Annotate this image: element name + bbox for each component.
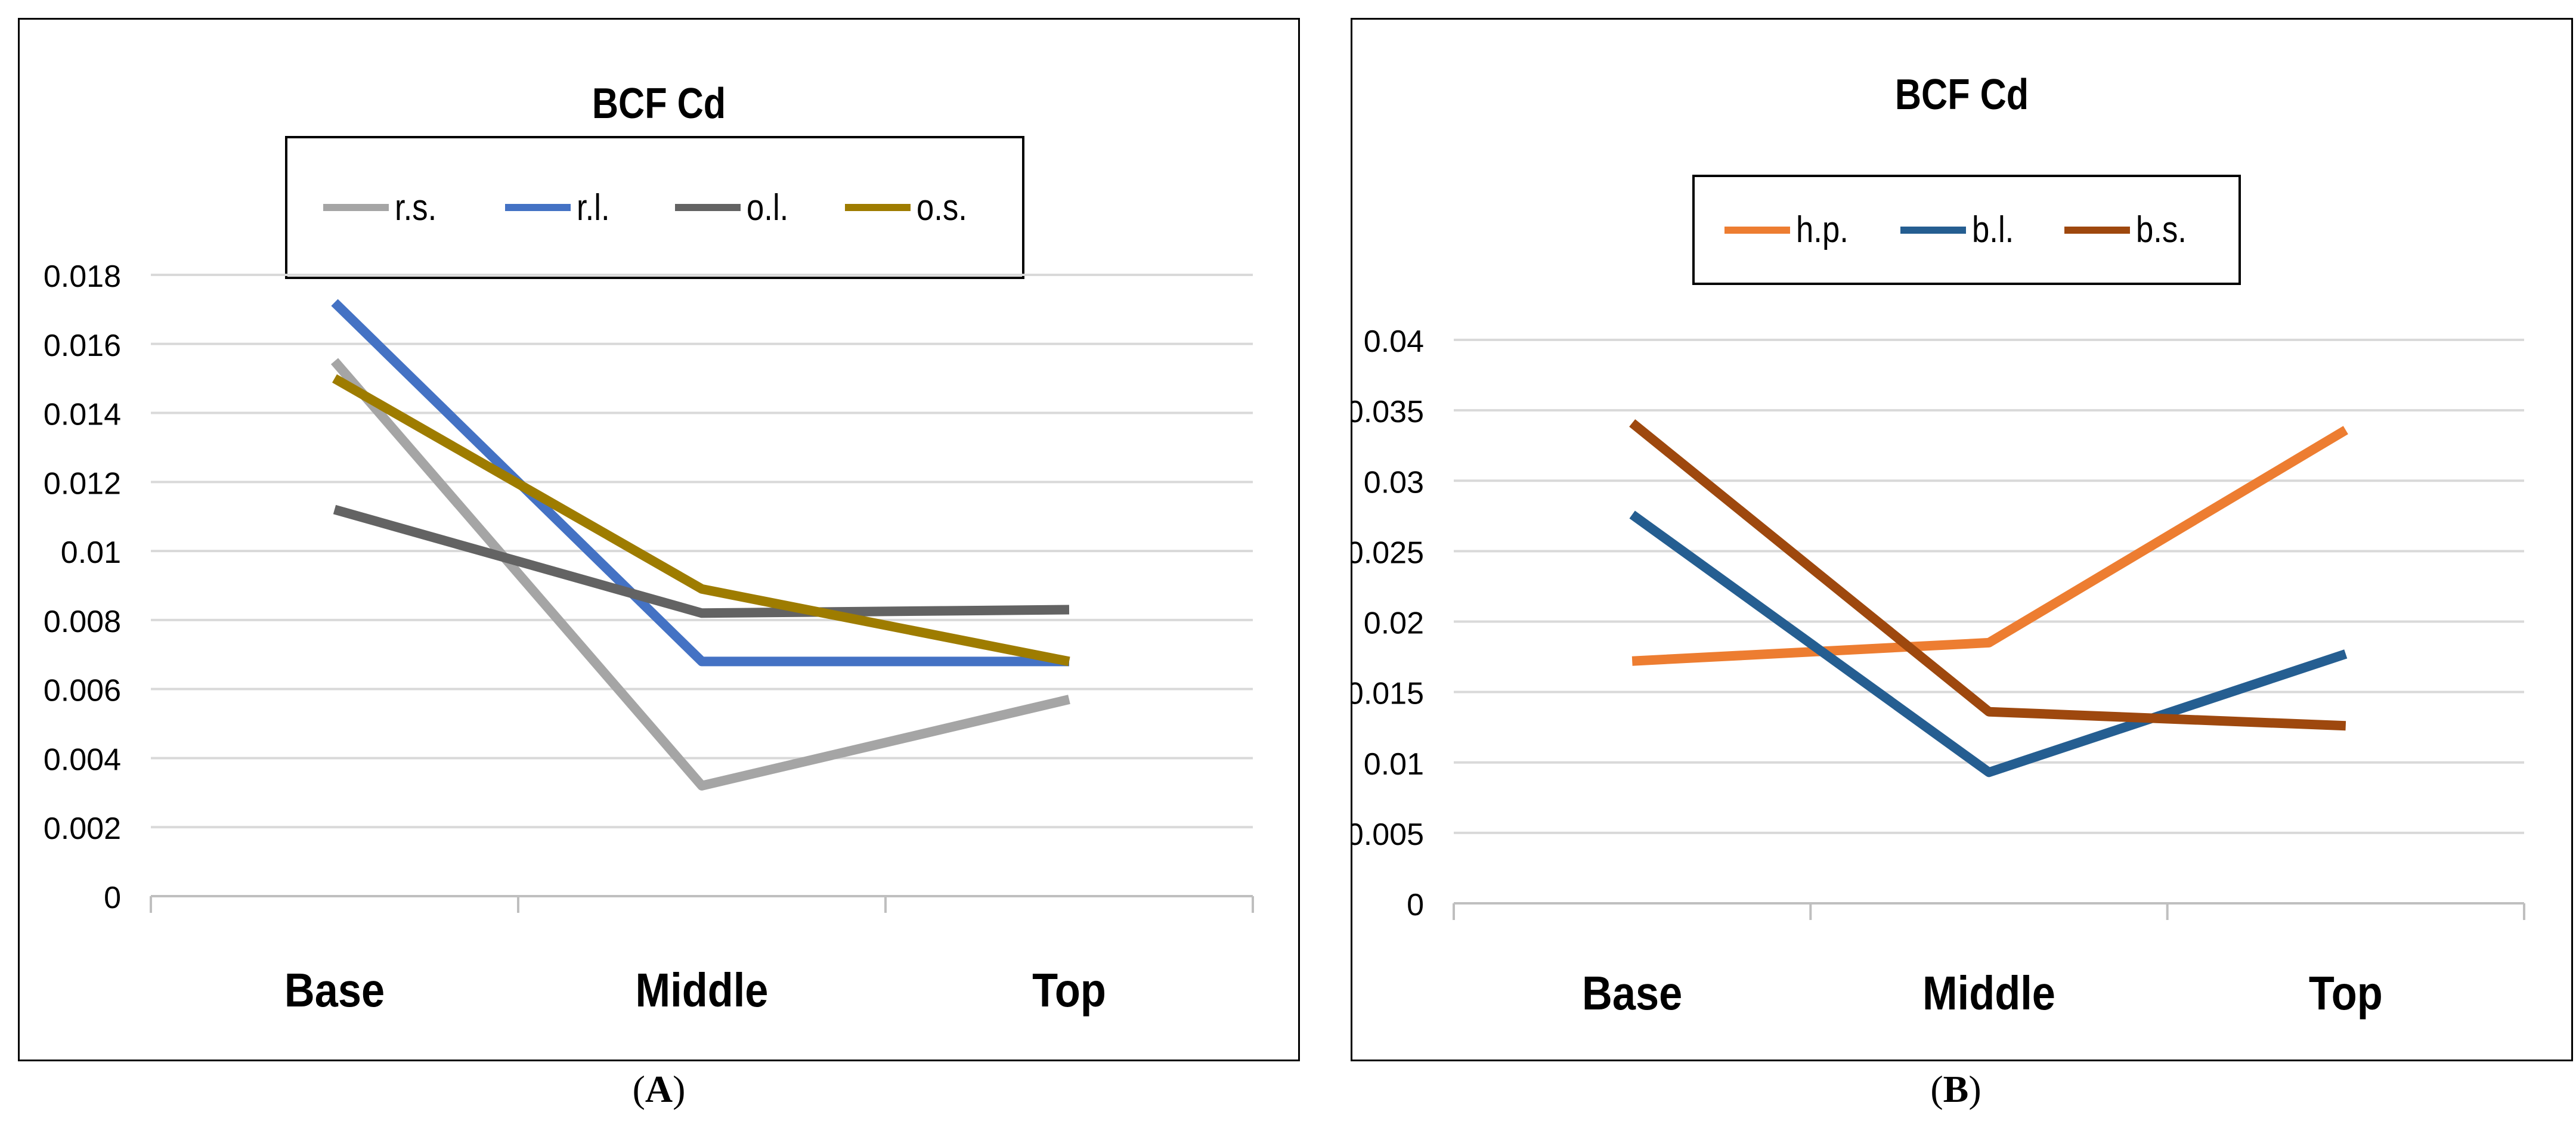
series-line [1629,510,2348,778]
x-category-label: Top [1032,964,1106,1017]
legend-item: r.l. [505,138,615,277]
legend-item: b.l. [1900,177,2021,283]
y-tick-label: 0.01 [61,535,121,570]
y-tick-label: 0.016 [44,329,121,363]
chart-legend: r.s. r.l. o.l. o.s. [285,136,1024,279]
legend-label: r.l. [577,187,610,228]
legend-item: b.s. [2064,177,2196,283]
legend-item: o.s. [845,138,976,277]
y-tick-label: 0.025 [1352,535,1424,570]
caption-letter: A [645,1068,673,1110]
x-category-label: Middle [636,964,769,1017]
legend-swatch [845,204,911,211]
series-line [1629,419,2346,731]
y-tick-label: 0.02 [1364,606,1424,641]
legend-label: b.s. [2136,209,2187,250]
x-category-label: Middle [1922,967,2055,1020]
chart-title: BCF Cd [1894,71,2029,119]
legend-swatch [1724,226,1790,234]
chart-panel-a: BCF Cd r.s. r.l. o.l. o.s. 0 0.002 0.004 0.… [18,18,1300,1061]
legend-item: h.p. [1724,177,1857,283]
x-category-label: Base [284,964,385,1017]
legend-label: h.p. [1796,209,1849,250]
panel-caption-a: (A) [632,1068,686,1110]
y-tick-label: 0.018 [44,259,121,294]
legend-label: o.l. [747,187,789,228]
y-tick-label: 0.04 [1364,324,1424,359]
legend-item: r.s. [323,138,444,277]
y-tick-label: 0.006 [44,674,121,708]
chart-legend: h.p. b.l. b.s. [1692,175,2241,285]
legend-swatch [675,204,741,211]
y-tick-label: 0.01 [1364,747,1424,782]
legend-label: o.s. [917,187,967,228]
legend-swatch [505,204,571,211]
y-tick-label: 0 [104,881,121,915]
y-tick-label: 0.012 [44,466,121,501]
series-line [331,299,1069,667]
line-chart-a: 0 0.002 0.004 0.006 0.008 0.01 0.012 0.014 0.016… [44,259,1254,1017]
line-chart-b: 0 0.005 0.01 0.015 0.02 0.025 0.03 0.035 0.04 Bas… [1352,324,2525,1020]
series-line [332,374,1070,667]
y-tick-label: 0.03 [1364,465,1424,500]
legend-label: r.s. [395,187,437,228]
y-tick-label: 0.004 [44,742,121,777]
legend-swatch [1900,226,1966,234]
y-tick-label: 0.005 [1352,817,1424,852]
chart-title: BCF Cd [592,80,726,128]
panel-caption-b: (B) [1930,1068,1981,1110]
series-line [1631,426,2348,666]
series-line [333,504,1070,618]
legend-label: b.l. [1972,209,2014,250]
y-tick-label: 0.035 [1352,395,1424,429]
y-tick-label: 0.008 [44,605,121,639]
x-category-label: Top [2309,967,2383,1020]
caption-letter: B [1943,1068,1969,1110]
y-tick-label: 0 [1407,888,1424,922]
x-category-label: Base [1582,967,1682,1020]
legend-item: o.l. [675,138,796,277]
legend-swatch [323,204,389,211]
y-tick-label: 0.015 [1352,677,1424,711]
y-tick-label: 0.002 [44,811,121,846]
legend-swatch [2064,226,2130,234]
chart-panel-b: BCF Cd h.p. b.l. b.s. 0 0.005 0.01 0.015 0.0… [1351,18,2573,1061]
series-line [330,358,1070,791]
y-tick-label: 0.014 [44,398,121,432]
